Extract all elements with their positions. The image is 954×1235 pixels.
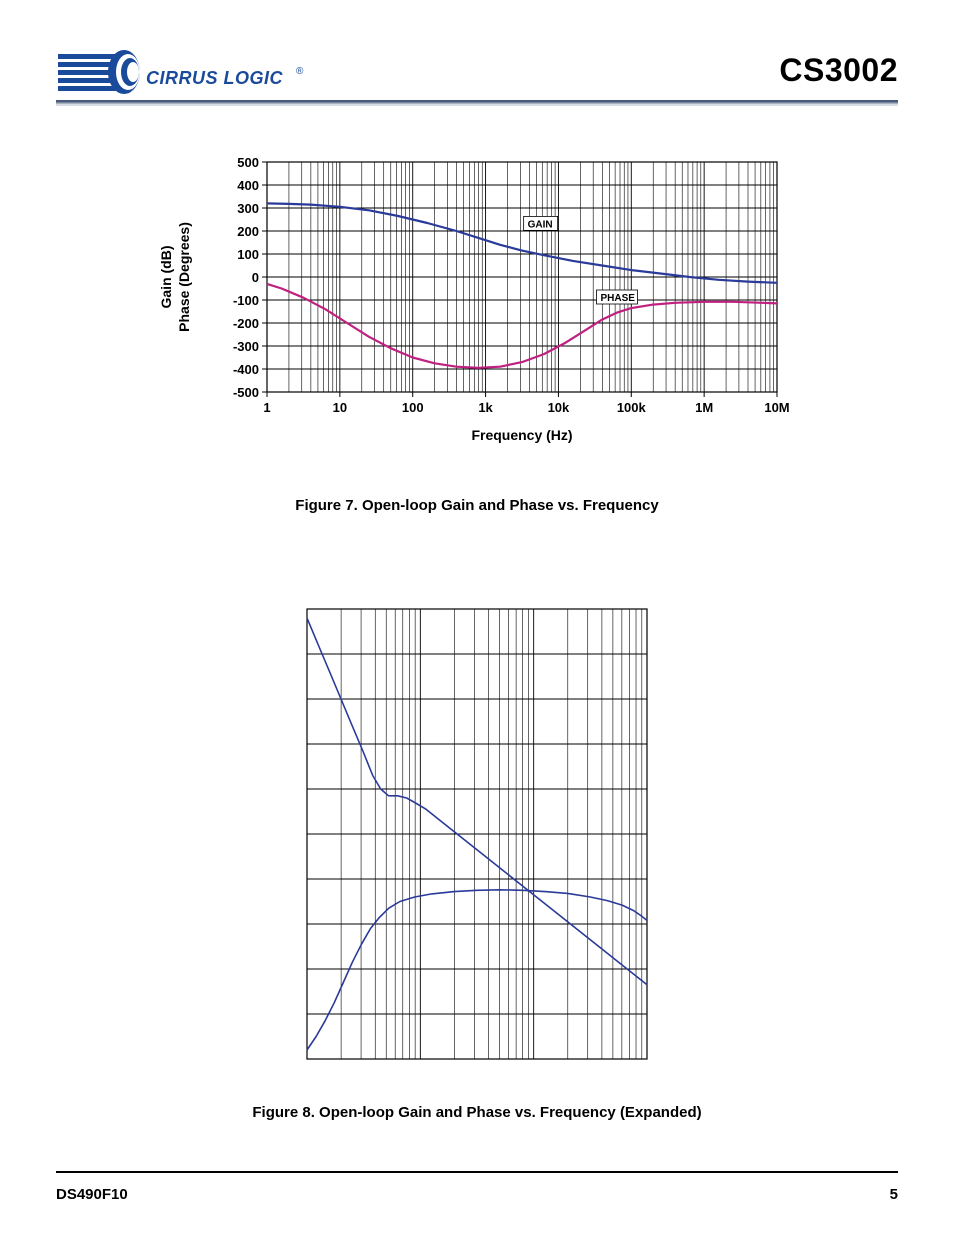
svg-text:Phase (Degrees): Phase (Degrees) xyxy=(176,222,192,332)
svg-text:-100: -100 xyxy=(233,293,259,308)
svg-text:100k: 100k xyxy=(617,400,647,415)
header-rule xyxy=(56,100,898,106)
figure-8-caption: Figure 8. Open-loop Gain and Phase vs. F… xyxy=(252,1104,701,1121)
svg-text:200: 200 xyxy=(237,224,259,239)
footer-doc-id: DS490F10 xyxy=(56,1186,128,1203)
svg-text:500: 500 xyxy=(237,155,259,170)
footer-page-number: 5 xyxy=(890,1186,898,1203)
svg-text:PHASE: PHASE xyxy=(601,293,636,304)
svg-text:1M: 1M xyxy=(695,400,713,415)
svg-text:-200: -200 xyxy=(233,316,259,331)
figure-7-chart: -500 -400 -300 -200 -100 0 100 200 300 400 500 1 10 1… xyxy=(157,152,797,462)
figure-8-chart xyxy=(297,599,657,1069)
svg-text:400: 400 xyxy=(237,178,259,193)
svg-text:100: 100 xyxy=(237,247,259,262)
svg-text:1k: 1k xyxy=(478,400,493,415)
svg-text:1: 1 xyxy=(263,400,270,415)
svg-text:CIRRUS LOGIC: CIRRUS LOGIC xyxy=(146,68,284,88)
part-number: CS3002 xyxy=(779,52,898,89)
svg-text:-500: -500 xyxy=(233,385,259,400)
svg-text:10M: 10M xyxy=(764,400,789,415)
figure-7-caption: Figure 7. Open-loop Gain and Phase vs. F… xyxy=(295,497,658,514)
svg-text:10k: 10k xyxy=(548,400,570,415)
svg-text:10: 10 xyxy=(333,400,347,415)
svg-text:®: ® xyxy=(296,66,304,77)
company-logo: CIRRUS LOGIC ® xyxy=(56,46,306,101)
footer-rule xyxy=(56,1171,898,1173)
svg-text:Gain (dB): Gain (dB) xyxy=(158,246,174,309)
svg-text:100: 100 xyxy=(402,400,424,415)
svg-text:0: 0 xyxy=(252,270,259,285)
svg-text:300: 300 xyxy=(237,201,259,216)
svg-text:Frequency (Hz): Frequency (Hz) xyxy=(471,427,572,443)
svg-text:-300: -300 xyxy=(233,339,259,354)
svg-text:-400: -400 xyxy=(233,362,259,377)
svg-text:GAIN: GAIN xyxy=(528,219,553,230)
